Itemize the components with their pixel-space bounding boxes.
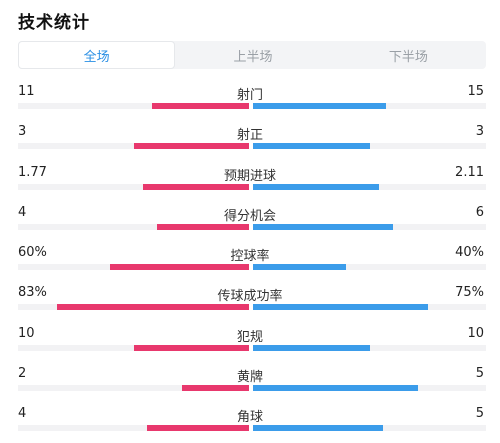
home-value: 3 xyxy=(18,124,27,140)
away-value: 10 xyxy=(467,325,484,341)
home-value: 4 xyxy=(18,406,27,422)
home-value: 1.77 xyxy=(18,164,47,180)
home-value: 83% xyxy=(18,285,47,301)
home-bar-track xyxy=(18,344,249,351)
home-value: 2 xyxy=(18,366,27,382)
home-bar-track xyxy=(18,183,249,190)
stat-row: 60% 控球率 40% xyxy=(0,241,500,281)
stat-label: 射门 xyxy=(236,88,263,103)
page-title: 技术统计 xyxy=(18,13,90,33)
away-value: 5 xyxy=(475,406,484,422)
home-bar xyxy=(57,304,249,311)
home-bar-track xyxy=(18,103,249,109)
away-bar-track xyxy=(253,264,486,271)
home-bar xyxy=(133,344,249,351)
away-value: 3 xyxy=(475,124,484,140)
away-bar-track xyxy=(253,183,486,190)
home-bar-track xyxy=(18,143,249,150)
away-bar-track xyxy=(253,223,486,230)
home-bar xyxy=(133,143,249,150)
home-bar-track xyxy=(18,385,249,392)
stat-label: 预期进球 xyxy=(223,168,276,184)
home-bar-track xyxy=(18,425,249,432)
stat-row: 4 角球 5 xyxy=(0,402,500,442)
away-bar-track xyxy=(253,143,486,150)
home-bar-track xyxy=(18,304,249,311)
stat-label: 控球率 xyxy=(230,249,270,265)
away-bar xyxy=(253,103,386,109)
away-bar xyxy=(253,183,379,190)
stat-row: 3 射正 3 xyxy=(0,120,500,160)
stat-label: 传球成功率 xyxy=(217,289,283,305)
home-bar xyxy=(147,425,249,432)
away-bar xyxy=(253,304,428,311)
stats-list: 11 射门 15 3 射正 3 1.77 预期进球 2.11 4 得分机会 6 60% 控球率 40% 83%… xyxy=(0,80,500,443)
stat-row: 2 黄牌 5 xyxy=(0,362,500,402)
away-bar xyxy=(253,143,370,150)
away-bar xyxy=(253,344,370,351)
home-bar xyxy=(151,103,249,109)
away-value: 5 xyxy=(475,366,484,382)
away-value: 15 xyxy=(467,84,484,99)
tab-second-half[interactable]: 下半场 xyxy=(388,49,428,65)
stat-row: 11 射门 15 xyxy=(0,80,500,120)
away-value: 75% xyxy=(455,285,484,301)
home-bar-track xyxy=(18,264,249,271)
away-bar-track xyxy=(253,385,486,392)
away-value: 40% xyxy=(455,245,484,261)
home-bar-track xyxy=(18,223,249,230)
stat-label: 犯规 xyxy=(236,329,263,345)
away-value: 2.11 xyxy=(455,164,484,180)
away-bar-track xyxy=(253,103,486,109)
away-bar xyxy=(253,425,384,432)
tab-full-match[interactable]: 全场 xyxy=(18,41,176,69)
home-value: 10 xyxy=(18,325,35,341)
away-bar xyxy=(253,385,419,392)
home-bar xyxy=(182,385,249,392)
away-bar-track xyxy=(253,425,486,432)
away-value: 6 xyxy=(475,204,484,220)
home-bar xyxy=(156,223,249,230)
away-bar xyxy=(253,264,347,271)
away-bar xyxy=(253,223,393,230)
home-value: 60% xyxy=(18,245,47,261)
stat-row: 83% 传球成功率 75% xyxy=(0,281,500,321)
away-bar-track xyxy=(253,304,486,311)
away-bar-track xyxy=(253,344,486,351)
period-tabs: 全场 上半场 下半场 xyxy=(18,41,486,69)
home-value: 11 xyxy=(18,84,35,99)
stat-label: 角球 xyxy=(236,410,263,426)
stat-row: 4 得分机会 6 xyxy=(0,201,500,241)
stat-row: 1.77 预期进球 2.11 xyxy=(0,161,500,201)
stat-label: 黄牌 xyxy=(236,370,263,386)
home-bar xyxy=(110,264,249,271)
home-value: 4 xyxy=(18,204,27,220)
stat-label: 得分机会 xyxy=(223,208,276,224)
stat-row: 10 犯规 10 xyxy=(0,322,500,362)
home-bar xyxy=(142,183,249,190)
stat-label: 射正 xyxy=(236,128,263,144)
tab-first-half[interactable]: 上半场 xyxy=(233,49,273,65)
